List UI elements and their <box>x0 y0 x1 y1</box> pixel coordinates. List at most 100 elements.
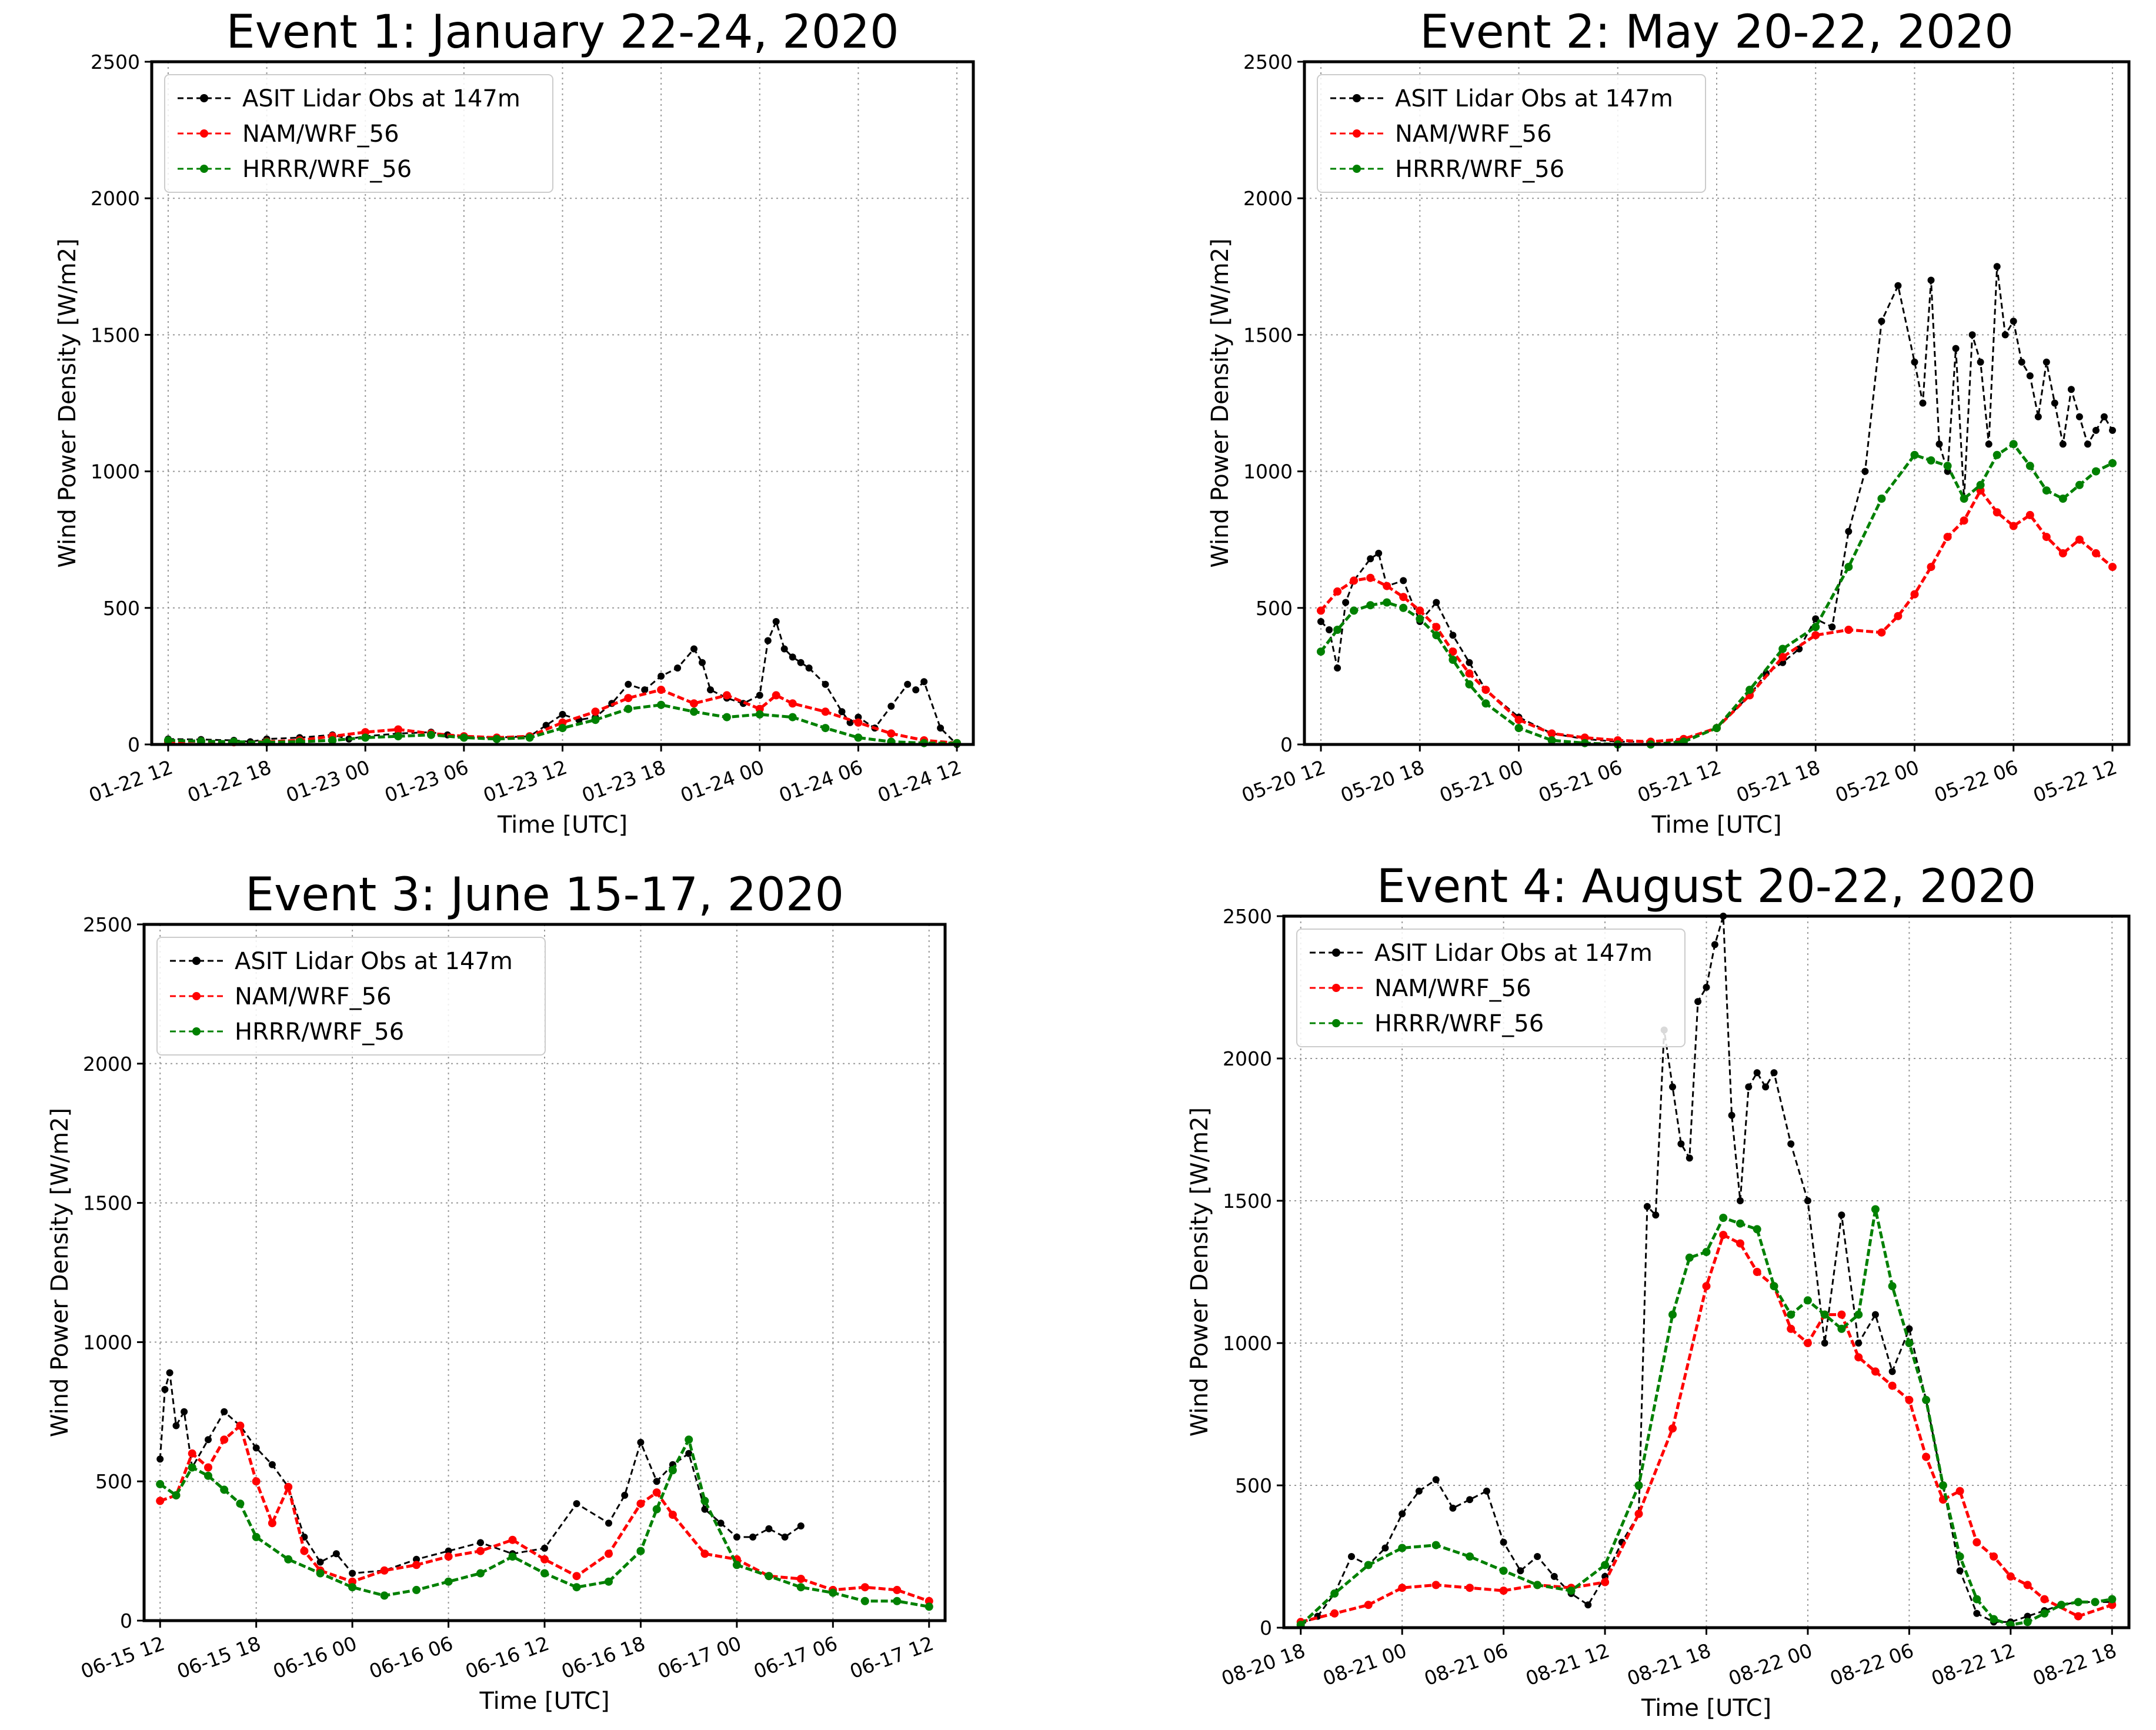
x-tick-label: 05-20 18 <box>1337 756 1427 807</box>
y-tick-label: 1500 <box>1223 1190 1272 1213</box>
data-point <box>722 691 731 700</box>
data-point <box>1669 1083 1676 1091</box>
x-tick-label: 08-20 18 <box>1219 1639 1309 1690</box>
data-point <box>657 700 666 709</box>
data-point <box>668 1466 677 1475</box>
data-point <box>2024 1612 2031 1620</box>
data-point <box>188 1463 196 1472</box>
data-point <box>361 733 370 742</box>
data-point <box>1398 1584 1407 1592</box>
data-point <box>1366 573 1375 582</box>
data-point <box>1804 1197 1811 1204</box>
data-point <box>733 1533 740 1541</box>
data-point <box>1905 1395 1914 1404</box>
y-tick-label: 2000 <box>83 1053 132 1076</box>
data-point <box>685 1450 693 1457</box>
data-point <box>2058 495 2067 503</box>
data-point <box>854 733 863 742</box>
data-point <box>156 1479 165 1488</box>
data-point <box>444 1577 453 1586</box>
x-tick-label: 08-21 18 <box>1624 1639 1714 1690</box>
y-axis-label: Wind Power Density [W/m2] <box>1207 238 1234 567</box>
x-axis-label: Time [UTC] <box>497 811 628 839</box>
data-point <box>1956 1567 1964 1575</box>
data-point <box>796 1583 805 1592</box>
data-point <box>1652 1211 1660 1219</box>
data-point <box>1993 450 2001 459</box>
data-point <box>221 1408 228 1415</box>
legend-marker <box>192 957 201 965</box>
data-point <box>2006 1572 2015 1581</box>
data-point <box>268 1461 276 1468</box>
data-point <box>300 1547 309 1555</box>
data-point <box>764 637 772 644</box>
series-3 <box>1296 1205 2117 1629</box>
data-point <box>781 1533 789 1541</box>
data-point <box>668 1511 677 1519</box>
y-tick-label: 2500 <box>91 51 140 74</box>
y-tick-label: 1000 <box>91 460 140 483</box>
data-point <box>2010 318 2017 325</box>
data-point <box>893 1597 902 1605</box>
x-axis-label: Time [UTC] <box>1641 1695 1771 1722</box>
data-point <box>525 733 534 742</box>
data-point <box>685 1435 693 1444</box>
data-point <box>1770 1069 1778 1077</box>
data-point <box>1547 729 1556 738</box>
legend-label: ASIT Lidar Obs at 147m <box>242 85 520 112</box>
x-axis-label: Time [UTC] <box>1651 811 1781 839</box>
data-point <box>1399 1510 1406 1518</box>
data-point <box>1348 1553 1355 1560</box>
data-point <box>1778 653 1787 662</box>
data-point <box>1350 606 1359 615</box>
data-point <box>653 1478 660 1485</box>
data-point <box>181 1408 188 1415</box>
data-point <box>636 1547 645 1555</box>
data-point <box>860 1597 869 1605</box>
data-point <box>1753 1268 1761 1276</box>
data-point <box>780 645 788 653</box>
data-point <box>1702 1282 1711 1291</box>
data-point <box>2108 563 2117 572</box>
data-point <box>1668 1310 1677 1319</box>
data-point <box>657 686 666 694</box>
y-tick-label: 2000 <box>1243 187 1293 210</box>
data-point <box>2084 440 2091 448</box>
data-point <box>1854 1353 1863 1362</box>
legend-marker <box>1353 94 1361 102</box>
y-tick-label: 1500 <box>83 1192 132 1215</box>
data-point <box>925 1602 933 1611</box>
x-tick-label: 08-21 12 <box>1523 1639 1613 1690</box>
data-point <box>637 1438 645 1446</box>
data-point <box>700 1549 709 1558</box>
data-point <box>912 686 920 694</box>
data-point <box>1481 686 1490 694</box>
data-point <box>1415 1487 1423 1495</box>
x-tick-label: 05-21 00 <box>1436 756 1526 807</box>
legend: ASIT Lidar Obs at 147m NAM/WRF_56 HRRR/WRF… <box>156 937 546 1056</box>
data-point <box>1812 615 1820 623</box>
y-tick-label: 2500 <box>1223 905 1272 928</box>
data-point <box>1746 686 1754 694</box>
legend-marker <box>1353 165 1361 173</box>
data-point <box>1837 1310 1846 1319</box>
data-point <box>1844 626 1853 634</box>
data-point <box>445 1547 452 1555</box>
x-tick-label: 06-16 18 <box>558 1632 648 1683</box>
data-point <box>1685 1253 1694 1262</box>
legend-marker <box>200 165 208 173</box>
data-point <box>1968 331 1976 339</box>
data-point <box>1375 549 1383 557</box>
x-tick-label: 06-15 12 <box>78 1632 168 1683</box>
data-point <box>1449 632 1457 639</box>
legend-label: NAM/WRF_56 <box>242 121 399 148</box>
data-point <box>1694 998 1702 1006</box>
x-tick-label: 06-16 06 <box>366 1632 456 1683</box>
data-point <box>2001 331 2009 339</box>
data-point <box>1728 1111 1736 1119</box>
chart-title: Event 1: January 22-24, 2020 <box>226 6 899 59</box>
data-point <box>821 707 830 716</box>
y-tick-label: 0 <box>128 733 140 756</box>
data-point <box>332 1550 340 1558</box>
